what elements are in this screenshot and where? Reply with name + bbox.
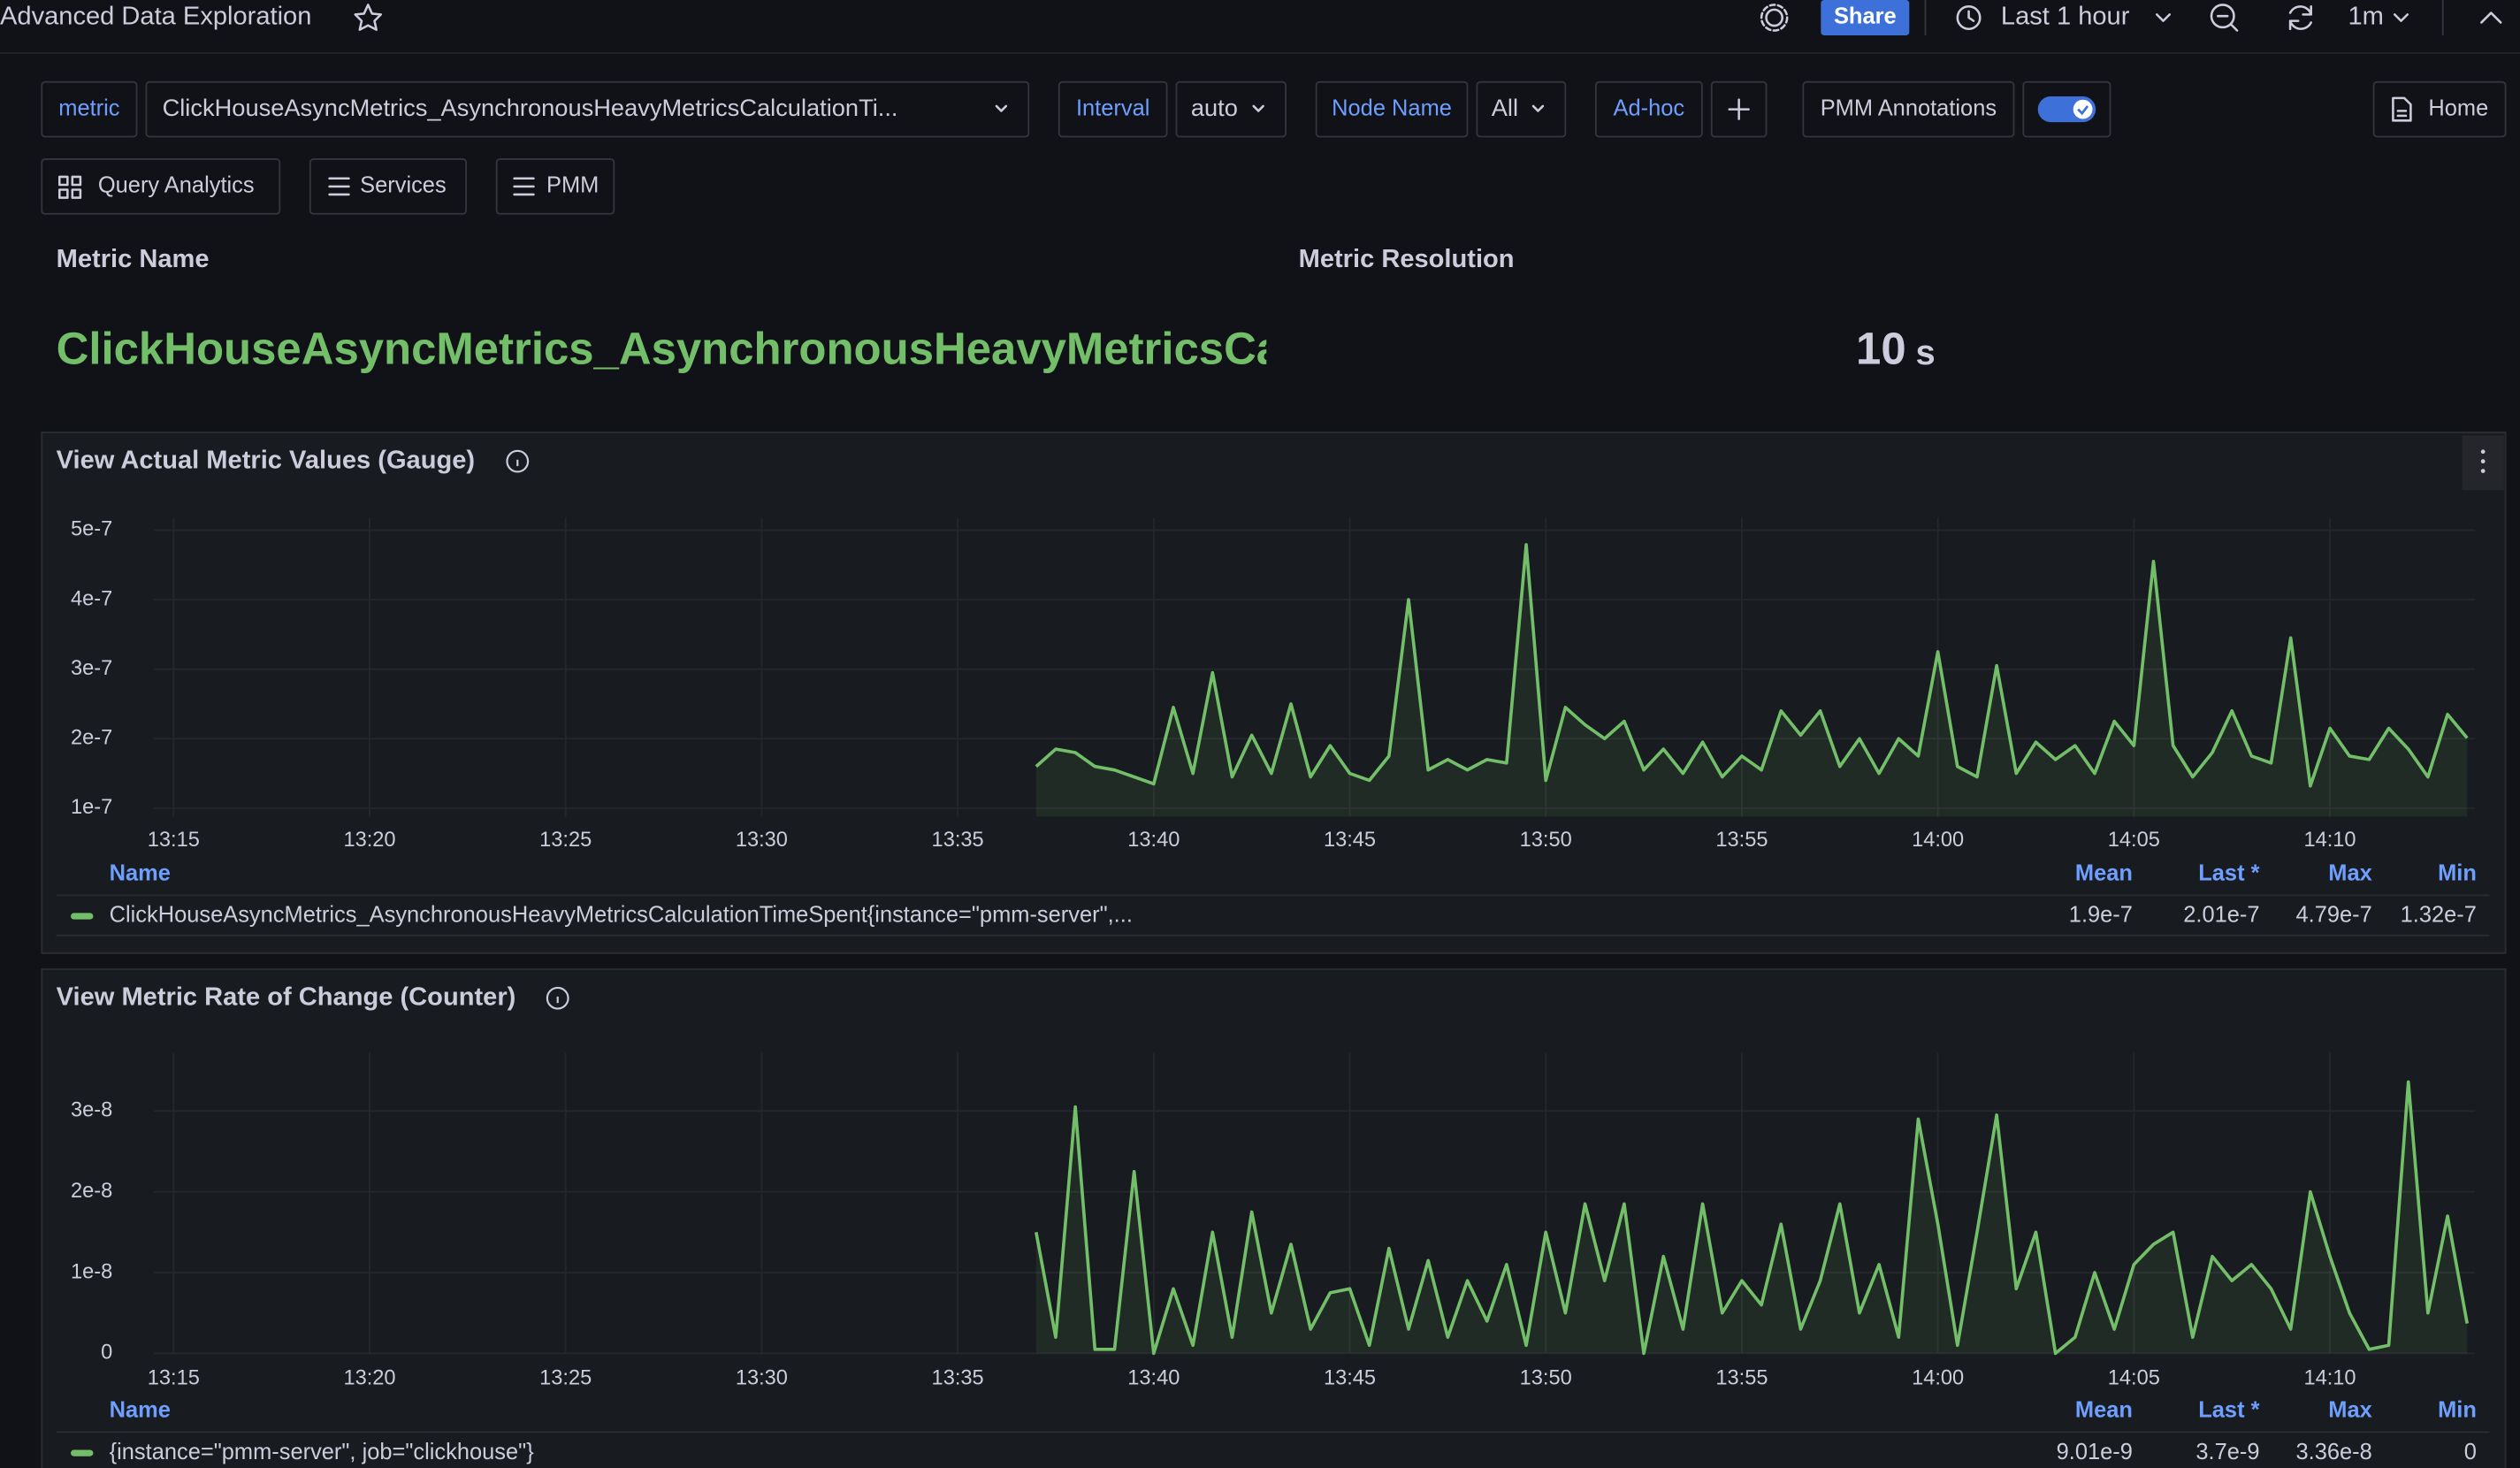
legend-stat: 3.36e-8 [2295,1440,2371,1464]
x-tick-label: 13:30 [736,829,788,852]
annotation-label: PMM Annotations [1821,96,1997,120]
legend-header: Mean [2075,860,2133,885]
panel [42,969,2505,1468]
y-tick-label: 1e-7 [71,796,112,819]
y-tick-label: 3e-8 [71,1099,112,1122]
y-tick-label: 4e-7 [71,587,112,610]
x-tick-label: 13:25 [539,829,592,852]
legend-header: Last * [2198,1398,2259,1423]
refresh-interval[interactable]: 1m [2348,3,2384,31]
x-tick-label: 14:00 [1912,1367,1964,1390]
x-tick-label: 13:35 [932,1367,984,1390]
x-tick-label: 14:05 [2108,829,2160,852]
panel-title: View Metric Rate of Change (Counter) [57,982,516,1011]
legend-stat: 9.01e-9 [2057,1440,2133,1464]
x-tick-label: 13:20 [343,1367,395,1390]
variable-label: Node Name [1332,96,1452,120]
variable-label: Interval [1076,96,1149,120]
x-tick-label: 13:50 [1520,829,1572,852]
x-tick-label: 13:25 [539,1367,592,1390]
variable-select[interactable] [1477,82,1565,137]
legend-header: Last * [2198,860,2259,885]
x-tick-label: 14:00 [1912,829,1964,852]
x-tick-label: 13:35 [932,829,984,852]
time-range[interactable]: Last 1 hour [2001,3,2130,31]
y-tick-label: 2e-7 [71,727,112,750]
dashboard-title: Advanced Data Exploration [0,3,311,31]
variable-value[interactable]: ClickHouseAsyncMetrics_AsynchronousHeavy… [163,94,898,121]
y-tick-label: 5e-7 [71,518,112,541]
link-label[interactable]: Query Analytics [98,173,255,198]
x-tick-label: 13:55 [1715,1367,1768,1390]
x-tick-label: 13:15 [148,829,200,852]
y-tick-label: 1e-8 [71,1260,112,1283]
panel-menu-dot [2481,459,2486,463]
x-tick-label: 13:15 [148,1367,200,1390]
x-tick-label: 13:50 [1520,1367,1572,1390]
home-label[interactable]: Home [2428,96,2488,120]
legend-header: Name [110,860,171,885]
legend-name[interactable]: {instance="pmm-server", job="clickhouse"… [110,1440,535,1464]
x-tick-label: 14:10 [2303,1367,2356,1390]
link-label[interactable]: Services [360,173,447,198]
legend-stat: 1.9e-7 [2069,903,2133,928]
variable-label: metric [58,96,120,120]
legend-header: Max [2328,860,2371,885]
resolution-unit: s [1916,333,1936,372]
legend-header: Max [2328,1398,2371,1423]
y-tick-label: 0 [101,1342,112,1365]
legend-header: Min [2438,860,2477,885]
panel-title: View Actual Metric Values (Gauge) [57,446,476,474]
legend-stat: 2.01e-7 [2183,903,2259,928]
x-tick-label: 14:05 [2108,1367,2160,1390]
variable-label: Ad-hoc [1614,96,1685,120]
share-label[interactable]: Share [1834,4,1897,29]
panel [42,432,2505,953]
x-tick-label: 13:45 [1324,1367,1376,1390]
x-tick-label: 13:40 [1127,1367,1180,1390]
x-tick-label: 13:30 [736,1367,788,1390]
panel-menu-dot [2481,449,2486,454]
legend-stat: 4.79e-7 [2295,903,2371,928]
legend-swatch [71,913,93,919]
variable-value[interactable]: All [1492,94,1518,121]
legend-swatch [71,1449,93,1456]
resolution-value: 10 [1856,323,1906,373]
link-label[interactable]: PMM [546,173,599,198]
legend-header: Name [110,1398,171,1423]
legend-name[interactable]: ClickHouseAsyncMetrics_AsynchronousHeavy… [110,903,1133,928]
legend-stat: 3.7e-9 [2195,1440,2259,1464]
variable-value[interactable]: auto [1191,94,1238,121]
stat-title: Metric Resolution [1299,245,1515,273]
x-tick-label: 13:45 [1324,829,1376,852]
x-tick-label: 13:55 [1715,829,1768,852]
x-tick-label: 14:10 [2303,829,2356,852]
legend-header: Min [2438,1398,2477,1423]
legend-stat: 1.32e-7 [2401,903,2477,928]
x-tick-label: 13:20 [343,829,395,852]
y-tick-label: 3e-7 [71,657,112,680]
panel-menu-dot [2481,469,2486,473]
x-tick-label: 13:40 [1127,829,1180,852]
stat-title: Metric Name [57,245,210,273]
legend-header: Mean [2075,1398,2133,1423]
legend-stat: 0 [2464,1440,2477,1464]
y-tick-label: 2e-8 [71,1180,112,1203]
